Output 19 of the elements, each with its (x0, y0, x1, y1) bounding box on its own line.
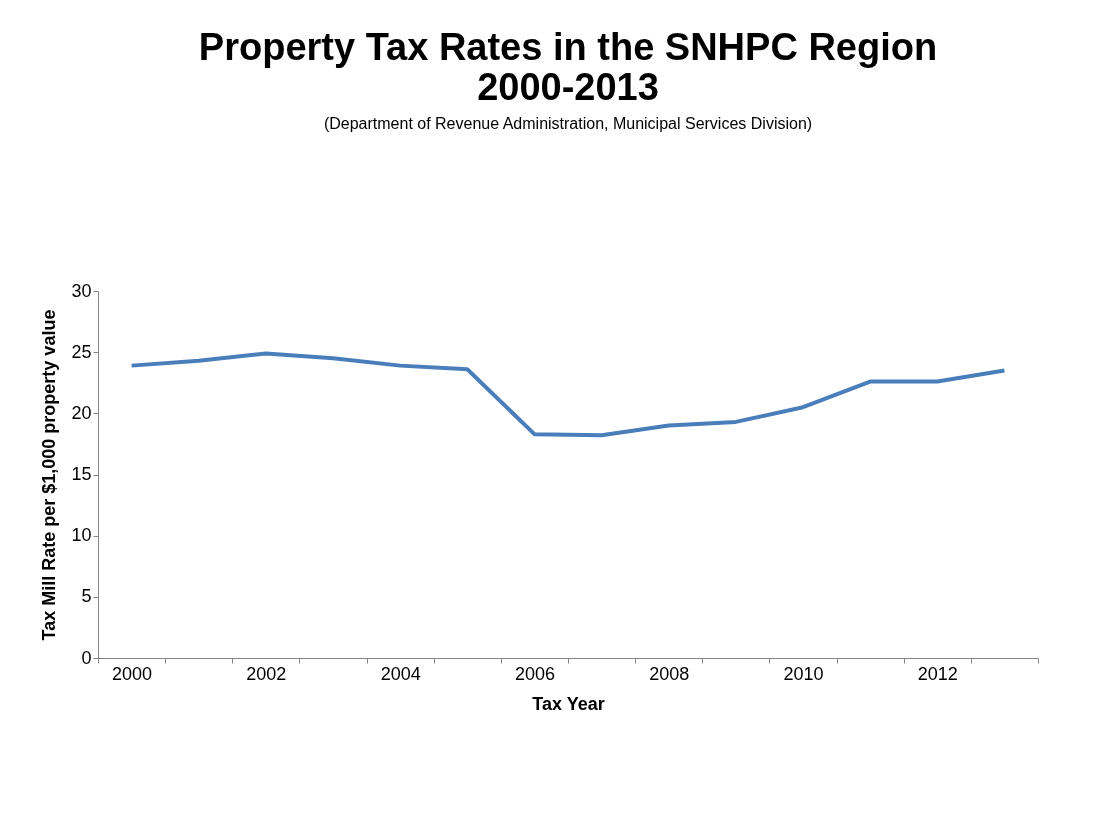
y-tick-label: 20 (71, 402, 92, 423)
y-tick-label: 15 (71, 464, 92, 484)
x-tick-label: 2000 (112, 663, 153, 684)
x-tick-label: 2004 (380, 663, 421, 684)
chart-title: Property Tax Rates in the SNHPC Region 2000-2013 (198, 26, 938, 108)
x-tick-label: 2010 (783, 663, 824, 684)
y-axis-title: Tax Mill Rate per $1,000 property value (39, 309, 60, 641)
x-tick-label: 2002 (246, 663, 287, 684)
x-tick-label: 2006 (514, 663, 555, 684)
y-tick-label: 5 (81, 586, 92, 607)
y-tick-label: 30 (71, 280, 92, 301)
x-tick-label: 2012 (917, 663, 958, 684)
x-axis-title: Tax Year (532, 693, 605, 714)
chart-subtitle: (Department of Revenue Administration, Municipal Services Division) (323, 115, 813, 132)
y-tick-label: 25 (71, 341, 92, 362)
y-tick-label: 10 (71, 525, 92, 546)
y-tick-label: 0 (81, 647, 92, 668)
x-tick-label: 2008 (649, 663, 690, 684)
line-series (129, 351, 1007, 438)
